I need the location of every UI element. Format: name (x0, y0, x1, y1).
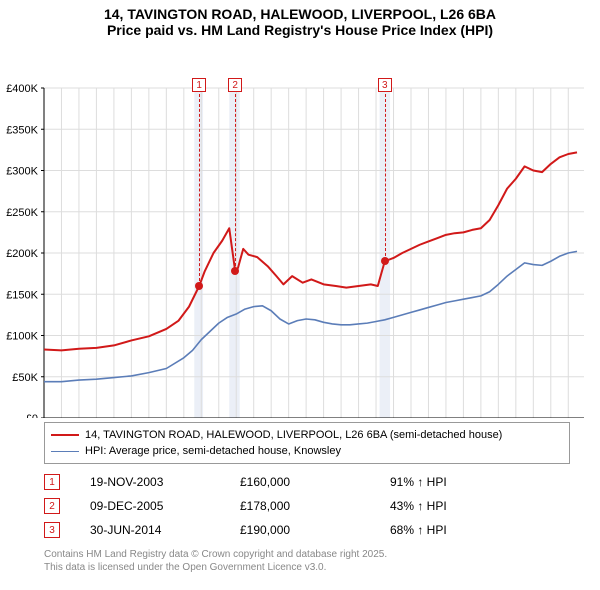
svg-text:£100K: £100K (6, 331, 38, 343)
sale-date: 09-DEC-2005 (90, 499, 240, 513)
title-line-1: 14, TAVINGTON ROAD, HALEWOOD, LIVERPOOL,… (0, 6, 600, 22)
footer-attribution: Contains HM Land Registry data © Crown c… (44, 548, 570, 574)
legend: 14, TAVINGTON ROAD, HALEWOOD, LIVERPOOL,… (44, 422, 570, 464)
svg-text:£300K: £300K (6, 166, 38, 178)
svg-text:£150K: £150K (6, 289, 38, 301)
sale-price: £190,000 (240, 523, 390, 537)
legend-item: 14, TAVINGTON ROAD, HALEWOOD, LIVERPOOL,… (51, 427, 563, 443)
sales-table: 1 19-NOV-2003 £160,000 91% ↑ HPI 2 09-DE… (44, 470, 570, 542)
svg-text:£250K: £250K (6, 207, 38, 219)
footer-line: This data is licensed under the Open Gov… (44, 561, 570, 574)
svg-text:£0: £0 (26, 413, 38, 418)
sale-marker-num: 3 (44, 522, 60, 538)
sale-marker-num: 2 (44, 498, 60, 514)
sale-hpi: 43% ↑ HPI (390, 499, 570, 513)
chart-sale-marker: 3 (378, 78, 392, 92)
sale-hpi: 91% ↑ HPI (390, 475, 570, 489)
svg-text:£350K: £350K (6, 124, 38, 136)
chart-title-block: 14, TAVINGTON ROAD, HALEWOOD, LIVERPOOL,… (0, 0, 600, 38)
svg-text:£200K: £200K (6, 248, 38, 260)
sale-marker-num: 1 (44, 474, 60, 490)
svg-text:£50K: £50K (12, 372, 38, 384)
sales-row: 1 19-NOV-2003 £160,000 91% ↑ HPI (44, 470, 570, 494)
footer-line: Contains HM Land Registry data © Crown c… (44, 548, 570, 561)
sale-price: £178,000 (240, 499, 390, 513)
svg-text:£400K: £400K (6, 83, 38, 95)
chart-sale-marker: 1 (192, 78, 206, 92)
chart-svg: £0 £50K £100K £150K £200K £250K £300K £350K £400… (0, 38, 600, 418)
legend-swatch (51, 451, 79, 452)
sale-date: 30-JUN-2014 (90, 523, 240, 537)
legend-item: HPI: Average price, semi-detached house,… (51, 443, 563, 459)
sale-date: 19-NOV-2003 (90, 475, 240, 489)
legend-label: 14, TAVINGTON ROAD, HALEWOOD, LIVERPOOL,… (85, 429, 502, 441)
line-chart: £0 £50K £100K £150K £200K £250K £300K £350K £400… (0, 38, 600, 418)
title-line-2: Price paid vs. HM Land Registry's House … (0, 22, 600, 38)
sales-row: 2 09-DEC-2005 £178,000 43% ↑ HPI (44, 494, 570, 518)
chart-sale-marker: 2 (228, 78, 242, 92)
sales-row: 3 30-JUN-2014 £190,000 68% ↑ HPI (44, 518, 570, 542)
legend-label: HPI: Average price, semi-detached house,… (85, 445, 341, 457)
sale-price: £160,000 (240, 475, 390, 489)
sale-hpi: 68% ↑ HPI (390, 523, 570, 537)
legend-swatch (51, 434, 79, 436)
